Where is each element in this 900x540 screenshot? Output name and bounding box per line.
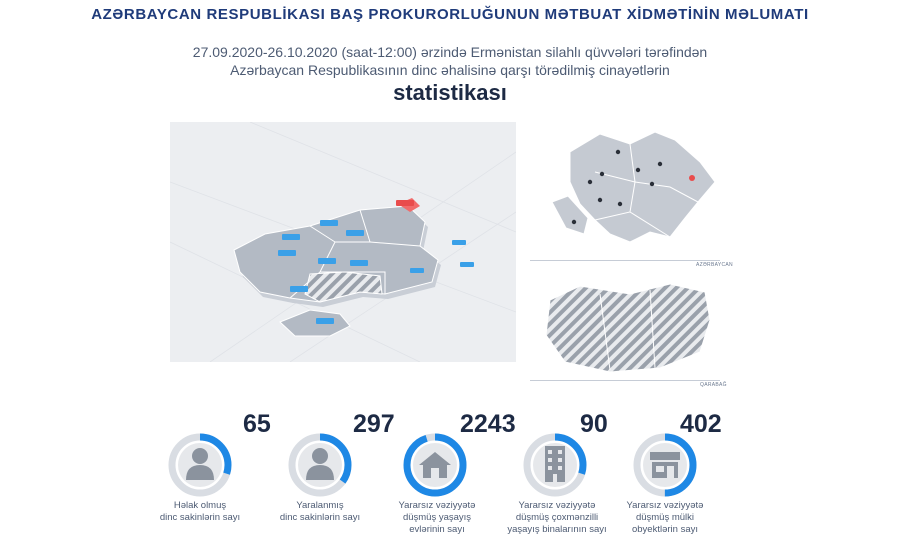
stat-killed: 65 Həlak olmuş dinc sakinlərin sayı bbox=[160, 410, 315, 540]
map-marker bbox=[290, 286, 308, 292]
region-map-baseline bbox=[530, 380, 720, 381]
statistics-heading: statistikası bbox=[393, 80, 507, 105]
regional-map-card bbox=[169, 121, 517, 363]
person-icon bbox=[186, 448, 214, 480]
map-region-south bbox=[279, 309, 351, 337]
map-marker bbox=[282, 234, 300, 240]
person-icon bbox=[306, 448, 334, 480]
stat-caption: Yararsız vəziyyətə düşmüş mülki obyektləri… bbox=[626, 500, 704, 535]
page-title: AZƏRBAYCAN RESPUBLİKASI BAŞ PROKURORLUĞU… bbox=[91, 6, 809, 23]
map-marker bbox=[350, 260, 368, 266]
subtitle-line-1: 27.09.2020-26.10.2020 (saat-12:00) ərzin… bbox=[192, 44, 708, 60]
stat-caption: Yararsız vəziyyətə düşmüş yaşayış evlərini… bbox=[398, 500, 476, 535]
subtitle-line-2: Azərbaycan Respublikasının dinc əhalisin… bbox=[230, 62, 670, 78]
stat-apartments: 90 Yararsız vəziyyətə düşmüş çoxmənzilli y… bbox=[507, 410, 670, 540]
stat-value: 402 bbox=[680, 410, 722, 438]
map-region-hatched bbox=[304, 271, 383, 303]
map-marker-red bbox=[396, 200, 414, 206]
stat-wounded: 297 Yaralanmış dinc sakinlərin sayı bbox=[280, 410, 435, 540]
stat-caption: Həlak olmuş dinc sakinlərin sayı bbox=[159, 500, 241, 523]
stat-value: 65 bbox=[243, 410, 271, 438]
stat-caption: Yararsız vəziyyətə düşmüş çoxmənzilli yaşa… bbox=[507, 500, 607, 535]
stat-civil-objects: 402 Yararsız vəziyyətə düşmüş mülki obyekt… bbox=[627, 410, 780, 540]
stat-value: 90 bbox=[580, 410, 608, 438]
map-marker bbox=[346, 230, 364, 236]
stat-value: 297 bbox=[353, 410, 395, 438]
stat-caption: Yaralanmış dinc sakinlərin sayı bbox=[279, 500, 361, 523]
map-marker bbox=[318, 258, 336, 264]
map-marker bbox=[316, 318, 334, 324]
region-map-hatched bbox=[545, 283, 711, 373]
region-map-label: QARABAĞ bbox=[700, 382, 727, 388]
country-map bbox=[551, 131, 716, 243]
building-icon bbox=[545, 446, 565, 482]
map-marker bbox=[278, 250, 296, 256]
map-marker bbox=[320, 220, 338, 226]
stat-value: 2243 bbox=[460, 410, 516, 438]
stat-houses: 2243 Yararsız vəziyyətə düşmüş yaşayış evl… bbox=[399, 410, 550, 540]
map-region-main bbox=[233, 205, 439, 303]
house-icon bbox=[419, 452, 451, 478]
country-map-baseline bbox=[530, 260, 720, 261]
country-map-label: AZƏRBAYCAN bbox=[696, 262, 733, 268]
regional-map bbox=[169, 121, 517, 363]
shop-icon bbox=[650, 452, 680, 478]
